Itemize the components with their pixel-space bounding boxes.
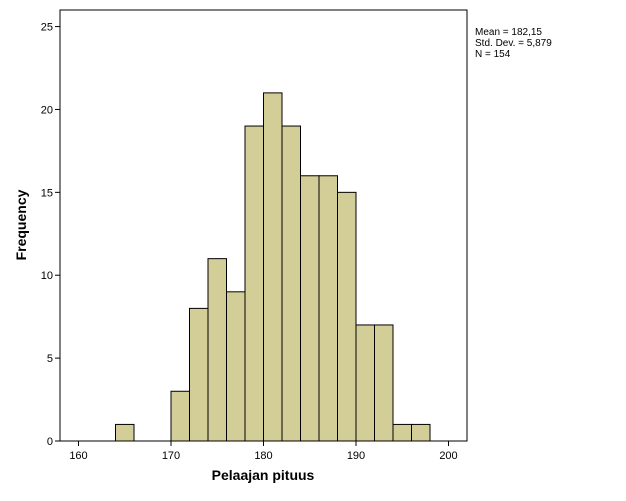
stats-annotation: Mean = 182,15 <box>475 27 542 38</box>
bar <box>226 291 246 442</box>
bar <box>411 423 431 442</box>
bar <box>355 324 375 442</box>
y-tick-label: 5 <box>47 353 53 365</box>
y-axis-label: Frequency <box>13 189 29 260</box>
x-tick-label: 160 <box>69 450 87 462</box>
y-tick-label: 25 <box>41 22 53 34</box>
bar <box>263 92 283 442</box>
bar <box>244 125 264 442</box>
stats-annotation: Std. Dev. = 5,879 <box>475 38 552 49</box>
bar <box>115 423 135 442</box>
bar <box>392 423 412 442</box>
y-tick-label: 20 <box>41 104 53 116</box>
bar <box>281 125 301 442</box>
y-tick-label: 15 <box>41 187 53 199</box>
bar <box>189 307 209 442</box>
bar <box>207 258 227 442</box>
bar <box>374 324 394 442</box>
y-tick-label: 0 <box>47 436 53 448</box>
x-tick-label: 170 <box>162 450 180 462</box>
bar <box>318 175 338 442</box>
bar <box>300 175 320 442</box>
y-tick-label: 10 <box>41 270 53 282</box>
x-tick-label: 190 <box>347 450 365 462</box>
x-axis-label: Pelaajan pituus <box>212 467 315 483</box>
x-tick-label: 200 <box>439 450 457 462</box>
bar <box>170 390 190 442</box>
x-tick-label: 180 <box>254 450 272 462</box>
bar <box>337 191 357 442</box>
stats-annotation: N = 154 <box>475 49 511 60</box>
